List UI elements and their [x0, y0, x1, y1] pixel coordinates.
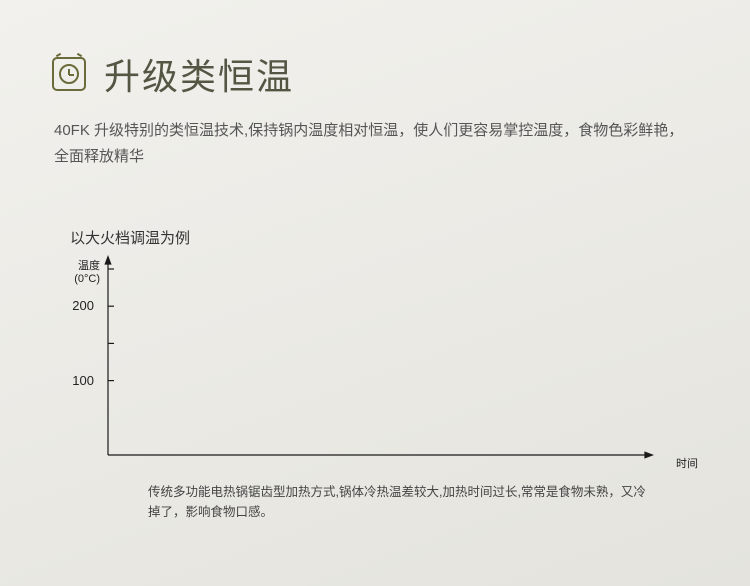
clock-icon: [52, 57, 86, 91]
subtitle-text: 40FK 升级特别的类恒温技术,保持锅内温度相对恒温，使人们更容易掌控温度，食物…: [0, 100, 750, 169]
page-title: 升级类恒温: [104, 48, 294, 100]
x-axis-label: 时间: [676, 455, 698, 471]
footer-note: 传统多功能电热锅锯齿型加热方式,锅体冷热温差较大,加热时间过长,常常是食物未熟，…: [148, 482, 648, 522]
temperature-chart: 温度(0°C) 时间 100200: [100, 255, 670, 465]
chart-svg: [100, 255, 670, 465]
chart-example-label: 以大火档调温为例: [0, 169, 750, 248]
y-tick-label: 200: [66, 298, 94, 313]
y-tick-label: 100: [66, 373, 94, 388]
y-axis-label: 温度(0°C): [58, 257, 100, 285]
header: 升级类恒温: [0, 0, 750, 100]
